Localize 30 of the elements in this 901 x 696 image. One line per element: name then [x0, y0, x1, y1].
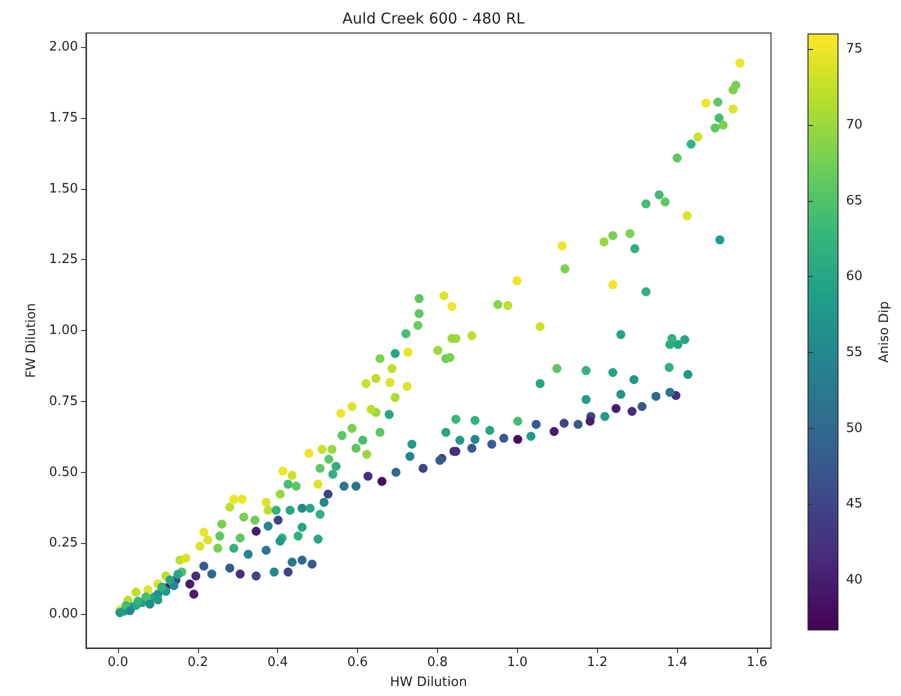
- color-bar-label: 70: [846, 117, 863, 132]
- color-bar-label: 40: [846, 572, 863, 588]
- y-tick-label: 0.50: [49, 464, 78, 480]
- color-bar-label: 65: [846, 193, 863, 208]
- color-bar-label: 55: [846, 344, 863, 360]
- color-bar-label: 50: [846, 420, 863, 436]
- x-tick-label: 1.0: [507, 655, 528, 670]
- x-tick-label: 1.2: [586, 655, 608, 670]
- chart-title: Auld Creek 600 - 480 RL: [342, 10, 526, 28]
- x-tick-label: 0.8: [427, 655, 448, 670]
- y-tick-label: 1.75: [49, 110, 78, 126]
- color-bar-label: 60: [846, 269, 863, 284]
- y-tick-label: 2.00: [49, 40, 78, 55]
- y-tick-label: 0.00: [49, 606, 78, 622]
- x-tick-label: 0.4: [267, 655, 288, 670]
- x-tick-label: 1.4: [666, 655, 688, 670]
- x-tick-label: 0.0: [108, 655, 128, 670]
- x-tick-label: 1.6: [746, 655, 768, 670]
- x-tick-label: 0.6: [347, 655, 368, 670]
- color-bar-label: 45: [846, 496, 863, 512]
- y-axis-title: FW Dilution: [24, 303, 39, 378]
- x-axis-title: HW Dilution: [390, 675, 468, 690]
- color-bar-title: Aniso Dip: [877, 301, 892, 363]
- y-tick-label: 0.75: [49, 394, 78, 409]
- color-bar-label: 75: [846, 42, 863, 57]
- y-tick-label: 1.00: [49, 323, 78, 338]
- y-tick-label: 0.25: [49, 536, 78, 551]
- y-tick-label: 1.50: [49, 181, 78, 196]
- x-tick-label: 0.2: [187, 655, 208, 670]
- y-tick-label: 1.25: [49, 252, 78, 268]
